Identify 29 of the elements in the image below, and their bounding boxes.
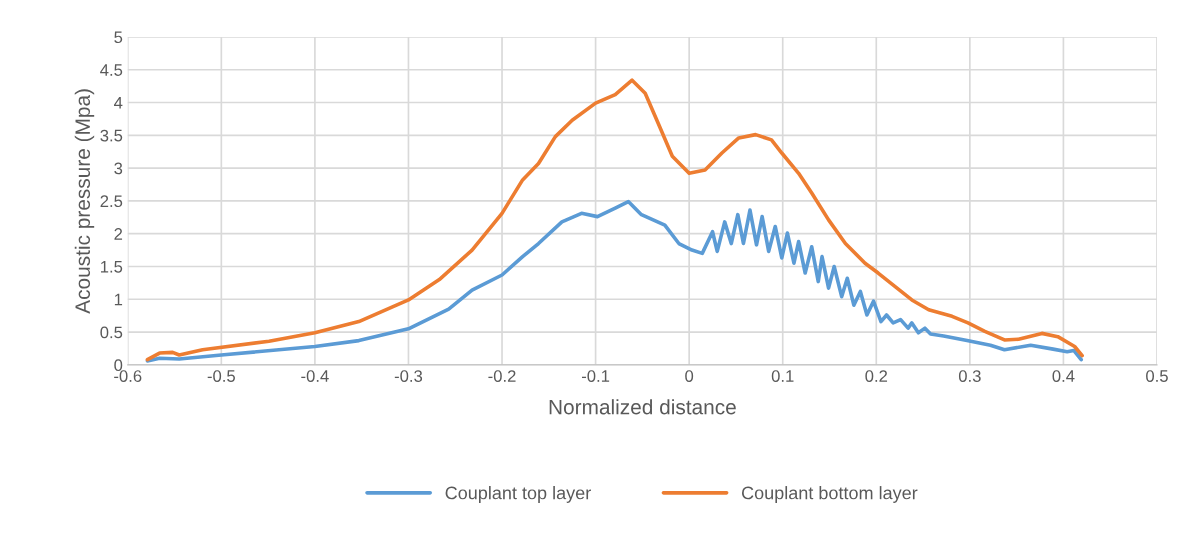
- line-series: [145, 199, 1084, 363]
- line-series: [145, 78, 1084, 362]
- y-tick-label: 0.5: [100, 326, 123, 339]
- y-tick-label: 3.5: [100, 129, 123, 142]
- legend-label: Couplant top layer: [445, 486, 591, 503]
- x-axis-title: Normalized distance: [549, 399, 736, 415]
- x-tick-label: 0.5: [1146, 370, 1168, 382]
- x-tick-label: -0.4: [301, 370, 329, 382]
- x-tick-label: 0.2: [865, 370, 888, 382]
- x-tick-label: -0.5: [207, 370, 235, 382]
- y-tick-label: 4.5: [100, 64, 123, 76]
- x-tick-label: 0.3: [958, 370, 981, 382]
- x-tick-label: -0.6: [114, 370, 142, 382]
- x-tick-label: 0.4: [1052, 370, 1075, 382]
- x-tick-label: -0.2: [488, 370, 516, 382]
- y-tick-label: 3: [114, 162, 123, 175]
- y-tick-label: 1.5: [101, 261, 123, 273]
- legend-label: Couplant bottom layer: [741, 486, 918, 503]
- x-tick-label: 0.1: [771, 370, 794, 382]
- y-tick-label: 1: [114, 293, 123, 306]
- y-tick-label: 2.5: [100, 195, 123, 208]
- y-tick-label: 4: [114, 97, 123, 109]
- x-tick-label: -0.3: [394, 370, 423, 382]
- y-tick-label: 0: [114, 359, 123, 372]
- x-tick-label: 0: [685, 370, 694, 382]
- x-tick-label: -0.1: [581, 370, 610, 382]
- y-tick-label: 5: [114, 31, 123, 44]
- y-axis-title: Acoustic pressure (Mpa): [74, 89, 95, 314]
- y-tick-label: 2: [114, 228, 123, 240]
